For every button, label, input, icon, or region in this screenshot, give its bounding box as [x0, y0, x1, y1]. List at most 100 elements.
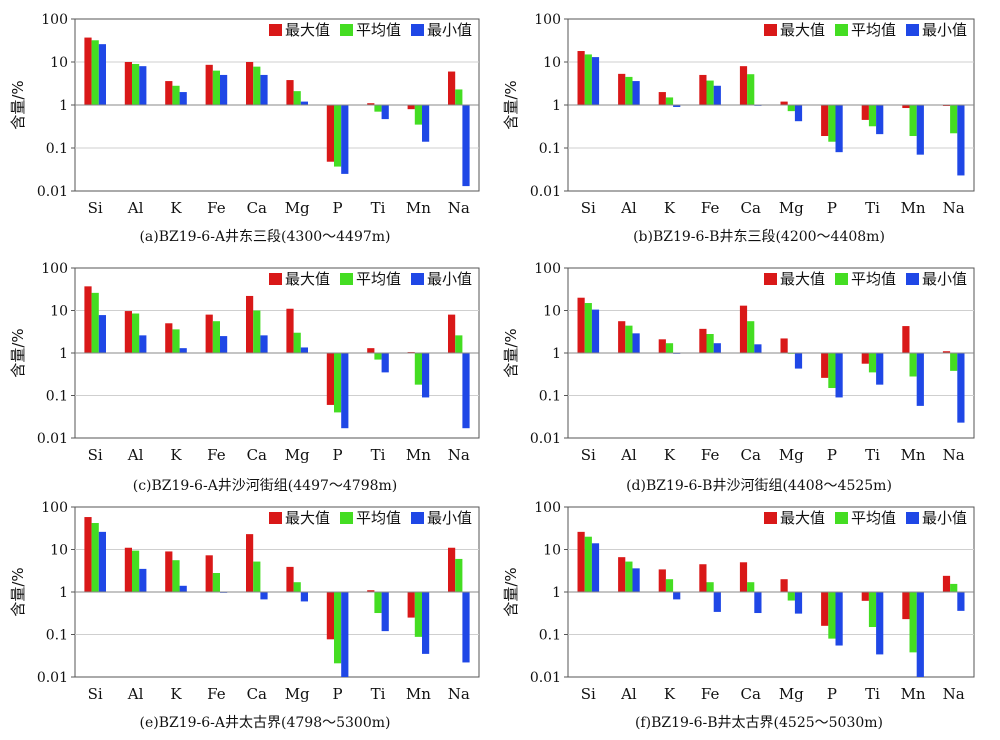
- x-tick-label: Al: [620, 685, 637, 703]
- bar-max-Na: [448, 314, 456, 353]
- bar-max-Ca: [739, 562, 748, 592]
- legend-label-mean: 平均值: [851, 509, 896, 527]
- bar-mean-Ti: [374, 353, 382, 360]
- y-axis-label: 含量/%: [502, 328, 520, 377]
- bar-max-Mn: [902, 592, 910, 620]
- bar-mean-Mn: [909, 105, 917, 137]
- legend-swatch-min: [906, 24, 919, 36]
- bar-min-Ti: [381, 353, 389, 373]
- bar-max-Al: [618, 73, 626, 105]
- bar-min-P: [341, 105, 349, 174]
- y-tick-label: 10: [543, 304, 561, 320]
- y-tick-label: 10: [50, 304, 68, 320]
- legend-swatch-mean: [835, 24, 848, 36]
- bar-mean-Al: [132, 63, 140, 105]
- bar-max-Na: [942, 575, 951, 592]
- bar-min-Mn: [422, 592, 430, 654]
- bar-min-Fe: [713, 343, 721, 353]
- y-tick-label: 1: [59, 585, 68, 601]
- y-axis-label: 含量/%: [502, 567, 520, 616]
- legend-label-max: 最大值: [780, 509, 825, 527]
- legend-label-mean: 平均值: [356, 21, 401, 39]
- x-tick-label: Mn: [901, 446, 926, 464]
- bar-mean-Si: [91, 40, 99, 105]
- bar-mean-P: [828, 592, 836, 639]
- bar-mean-Mn: [414, 353, 422, 385]
- bar-min-Na: [462, 105, 470, 187]
- bar-min-K: [179, 348, 187, 353]
- panel-caption: (c)BZ19-6-A井沙河街组(4497～4798m): [133, 478, 398, 494]
- bar-mean-Al: [625, 325, 633, 353]
- bar-max-Si: [577, 531, 585, 592]
- y-tick-label: 1: [552, 585, 561, 601]
- x-tick-label: Na: [943, 685, 965, 703]
- x-tick-label: Ti: [371, 199, 386, 217]
- legend-swatch-min: [411, 24, 424, 36]
- bar-max-P: [326, 105, 334, 162]
- legend-label-max: 最大值: [780, 270, 825, 288]
- bar-mean-Si: [91, 292, 99, 353]
- bar-min-P: [341, 353, 349, 429]
- bar-mean-K: [172, 85, 180, 105]
- x-tick-label: P: [333, 446, 343, 464]
- x-tick-label: Fe: [207, 199, 226, 217]
- x-tick-label: Fe: [701, 446, 720, 464]
- x-tick-label: K: [664, 199, 676, 217]
- bar-min-Ca: [260, 74, 268, 105]
- x-tick-label: Fe: [207, 685, 226, 703]
- bar-max-Si: [84, 286, 92, 353]
- y-tick-label: 0.1: [539, 628, 561, 644]
- bar-mean-Mn: [414, 105, 422, 125]
- bar-min-Mg: [300, 592, 308, 602]
- x-tick-label: Ca: [740, 199, 760, 217]
- bar-max-P: [821, 105, 829, 137]
- legend-swatch-min: [411, 273, 424, 285]
- bar-max-Mg: [780, 101, 788, 105]
- chart-panel-2: 0.01 0.1 1 10 100 含量/% Si Al K Fe Ca Mg P Ti Mn Na 最大值 平均…: [9, 261, 480, 494]
- x-tick-label: Ti: [865, 199, 880, 217]
- y-tick-label: 10: [543, 543, 561, 559]
- bar-max-Fe: [205, 314, 213, 353]
- legend-swatch-max: [764, 273, 777, 285]
- legend-swatch-mean: [340, 512, 353, 524]
- y-axis-label: 含量/%: [9, 80, 27, 129]
- bar-min-P: [835, 353, 843, 398]
- bar-min-Mg: [794, 592, 803, 614]
- bar-mean-Ti: [868, 353, 877, 373]
- bar-max-K: [658, 339, 666, 353]
- legend-label-min: 最小值: [922, 21, 967, 39]
- y-tick-label: 10: [543, 55, 561, 71]
- bar-max-P: [821, 592, 829, 626]
- bar-max-Fe: [699, 74, 707, 105]
- x-tick-label: Ca: [740, 446, 760, 464]
- bar-min-Al: [632, 81, 640, 105]
- x-tick-label: K: [664, 685, 676, 703]
- bar-min-Ti: [876, 592, 884, 655]
- bar-max-Mg: [286, 80, 294, 105]
- legend-label-max: 最大值: [285, 270, 330, 288]
- bar-max-Si: [577, 297, 585, 353]
- bar-max-Mn: [902, 326, 910, 353]
- bar-min-Al: [632, 333, 640, 353]
- x-tick-label: Ca: [247, 199, 267, 217]
- panel-caption: (e)BZ19-6-A井太古界(4798～5300m): [140, 715, 391, 731]
- bar-max-Mg: [780, 579, 788, 592]
- y-tick-label: 0.1: [539, 389, 561, 405]
- bar-max-P: [326, 592, 334, 640]
- bar-min-K: [673, 592, 681, 600]
- bar-mean-Ti: [374, 105, 382, 112]
- bar-max-P: [821, 353, 829, 378]
- bar-mean-Ca: [747, 321, 755, 353]
- x-tick-label: Si: [88, 685, 103, 703]
- bar-max-Ca: [739, 66, 748, 105]
- x-tick-label: Ca: [740, 685, 760, 703]
- bar-min-K: [179, 92, 187, 105]
- bar-min-Mn: [916, 353, 924, 406]
- bar-mean-K: [665, 579, 674, 592]
- bar-mean-Si: [584, 54, 592, 105]
- legend-swatch-min: [906, 273, 919, 285]
- bar-mean-K: [172, 560, 180, 592]
- chart-panel-4: 0.01 0.1 1 10 100 含量/% Si Al K Fe Ca Mg P Ti Mn Na 最大值 平均…: [9, 500, 480, 731]
- x-tick-label: K: [170, 199, 182, 217]
- bar-mean-Si: [584, 303, 592, 353]
